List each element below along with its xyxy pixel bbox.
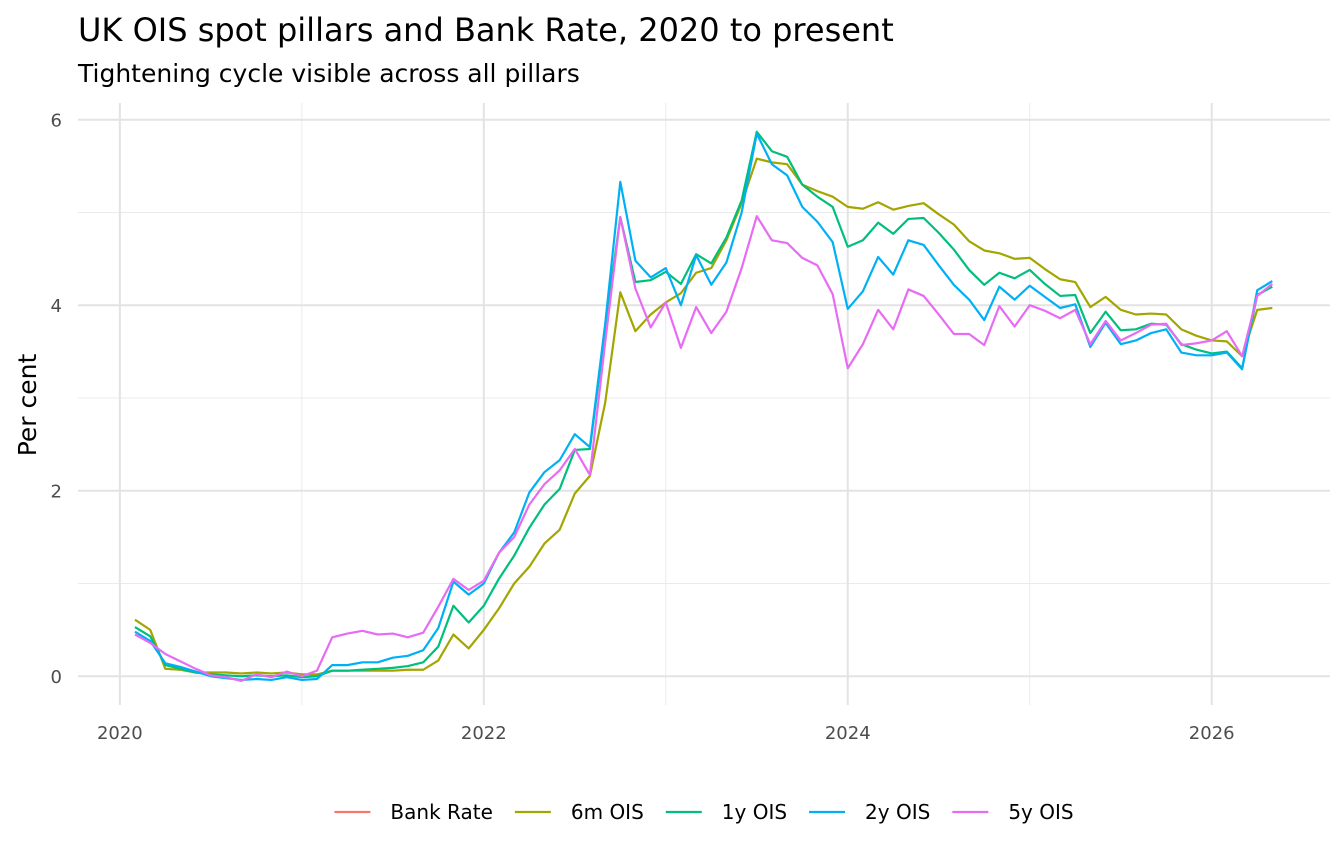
- x-tick-label: 2026: [1189, 723, 1235, 744]
- grid: [78, 103, 1330, 705]
- legend-item: 6m OIS: [514, 800, 644, 824]
- legend-item: Bank Rate: [334, 800, 493, 824]
- legend: Bank Rate 6m OIS 1y OIS 2y OIS 5y OIS: [334, 800, 1074, 824]
- x-tick-label: 2022: [461, 723, 507, 744]
- series-line: [134, 215, 1273, 682]
- chart-subtitle: Tightening cycle visible across all pill…: [77, 59, 580, 88]
- series-line: [134, 130, 1273, 679]
- legend-item: 1y OIS: [665, 800, 787, 824]
- plot-lines: [134, 130, 1273, 682]
- series-line: [134, 157, 1273, 676]
- legend-label: 2y OIS: [865, 800, 930, 824]
- legend-label: 6m OIS: [571, 800, 644, 824]
- legend-label: Bank Rate: [390, 800, 492, 824]
- y-tick-label: 2: [51, 482, 62, 503]
- legend-item: 5y OIS: [952, 800, 1074, 824]
- legend-label: 1y OIS: [722, 800, 787, 824]
- y-tick-label: 6: [51, 111, 62, 132]
- x-tick-label: 2024: [825, 723, 871, 744]
- y-axis-title: Per cent: [13, 354, 42, 457]
- x-tick-label: 2020: [97, 723, 143, 744]
- series-line: [134, 132, 1273, 682]
- y-tick-label: 4: [51, 296, 62, 317]
- y-tick-label: 0: [51, 667, 62, 688]
- legend-item: 2y OIS: [809, 800, 930, 824]
- legend-label: 5y OIS: [1008, 800, 1073, 824]
- chart-title: UK OIS spot pillars and Bank Rate, 2020 …: [78, 11, 894, 49]
